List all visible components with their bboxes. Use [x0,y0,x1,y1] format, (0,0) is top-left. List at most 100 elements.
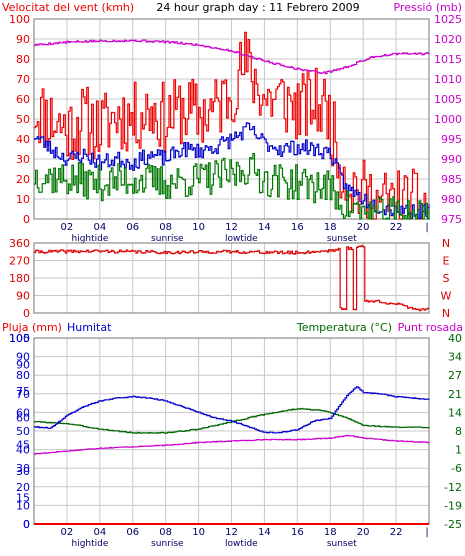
hour-tick-label: 10 [192,222,205,233]
y-tick-label: 0 [23,307,30,320]
y-tick-label: 100 [9,13,30,26]
y-tick-label: 80 [16,369,30,382]
y-tick-label: 90 [16,351,30,364]
event-label-hightide: hightide [72,539,109,549]
y2-tick-label: 40 [448,332,462,345]
temp-panel-grid [34,338,429,524]
y-tick-label: 20 [16,173,30,186]
temp-panel-hour-ticks: 02 04 06 08 10 12 14 16 18 20 22 | [61,527,429,538]
temperature-axis: -25 -19 -12 -6 1 8 14 21 27 34 40 [444,332,462,531]
y2-tick-label: 34 [448,351,462,364]
hour-tick-label: 02 [61,222,74,233]
wind-speed-axis: 0 10 20 30 40 50 60 70 80 90 100 [9,13,30,226]
hour-tick-label: 02 [61,527,74,538]
hour-tick-label: 12 [225,222,238,233]
pressure-axis-label: Pressió (mb) [393,1,462,14]
wind-panel-frame [33,18,430,220]
direction-panel-frame [33,242,430,314]
event-label-hightide: hightide [72,234,109,244]
hour-tick-label: 16 [291,222,304,233]
y-tick-label: 360 [9,237,30,250]
y-tick-label: 180 [9,272,30,285]
compass-tick-label: S [443,272,450,285]
y2-tick-label: 975 [441,213,462,226]
direction-series-line [34,245,429,312]
y-tick-label: 100 [9,332,30,345]
hour-tick-label: 12 [225,527,238,538]
hour-tick-label: 18 [324,222,337,233]
y2-tick-label: 1020 [434,33,462,46]
humidity-tick-label: 30 [16,465,30,478]
y2-tick-label: 1000 [434,113,462,126]
humidity-series-line [34,407,430,434]
direction-degree-axis: 0 90 180 270 360 [9,237,30,320]
low-series-line [34,153,430,220]
y-tick-label: 0 [23,213,30,226]
y-tick-label: 70 [16,388,30,401]
hour-tick-label: 14 [258,222,271,233]
y-tick-label: 30 [16,462,30,475]
temperature-series-line [34,386,430,434]
y2-tick-label: 985 [441,173,462,186]
y2-tick-label: 1025 [434,13,462,26]
chart-title: 24 hour graph day : 11 Febrero 2009 [156,1,359,14]
compass-tick-label: N [442,237,450,250]
humidity-tick-label: 90 [16,359,30,372]
hour-tick-label: 16 [291,527,304,538]
pressure-axis: 975 980 985 990 995 1000 1005 1010 1015 1020 1025 [434,13,462,226]
hour-tick-label: 04 [93,527,106,538]
hour-tick-label: 06 [126,527,139,538]
y2-tick-label: 995 [441,133,462,146]
direction-panel-grid [34,243,429,313]
hour-tick-label: 20 [357,527,370,538]
wind-panel-series [34,31,430,220]
y2-tick-label: -6 [451,462,462,475]
temp-panel-series [34,386,430,525]
wind-panel-events: hightide sunrise lowtide sunset [72,234,358,244]
end-marker: | [425,527,428,538]
y2-tick-label: 1 [455,444,462,457]
hour-tick-label: 06 [126,222,139,233]
y2-tick-label: 21 [448,388,462,401]
hour-tick-label: 18 [324,527,337,538]
humidity-tick-label: 15 [16,491,30,504]
hour-tick-label: 22 [390,222,403,233]
event-label-sunrise: sunrise [151,234,184,244]
event-label-lowtide: lowtide [225,539,258,549]
rain-axis-label: Pluja (mm) [2,321,62,334]
hour-tick-label: 04 [93,222,106,233]
y-tick-label: 30 [16,153,30,166]
direction-panel-series [34,245,429,312]
y-tick-label: 60 [16,406,30,419]
humidity-label: Humitat [67,321,112,334]
y2-tick-label: -12 [444,481,462,494]
humidity-tick-label: 75 [16,385,30,398]
wind-speed-axis-label: Velocitat del vent (kmh) [2,1,134,14]
y2-tick-label: 990 [441,153,462,166]
hour-tick-label: 10 [192,527,205,538]
end-marker: | [425,222,428,233]
humidity-tick-label: 60 [16,412,30,425]
y2-tick-label: 27 [448,369,462,382]
compass-tick-label: E [443,255,450,268]
y-tick-label: 20 [16,481,30,494]
y-tick-label: 40 [16,133,30,146]
hour-tick-label: 08 [159,222,172,233]
temp-panel-events: hightide sunrise lowtide sunset [72,539,358,549]
y-tick-label: 270 [9,255,30,268]
y-tick-label: 90 [16,290,30,303]
y-tick-label: 50 [16,425,30,438]
hour-tick-label: 14 [258,527,271,538]
humidity-tick-label: 0 [23,518,30,531]
y-tick-label: 80 [16,53,30,66]
y-tick-label: 90 [16,33,30,46]
dewpoint-series-line [34,434,430,455]
hour-tick-label: 20 [357,222,370,233]
event-label-sunrise: sunrise [151,539,184,549]
hour-tick-label: 08 [159,527,172,538]
y2-tick-label: 1015 [434,53,462,66]
wind-panel-hour-ticks: 02 04 06 08 10 12 14 16 18 20 22 | [61,222,429,233]
